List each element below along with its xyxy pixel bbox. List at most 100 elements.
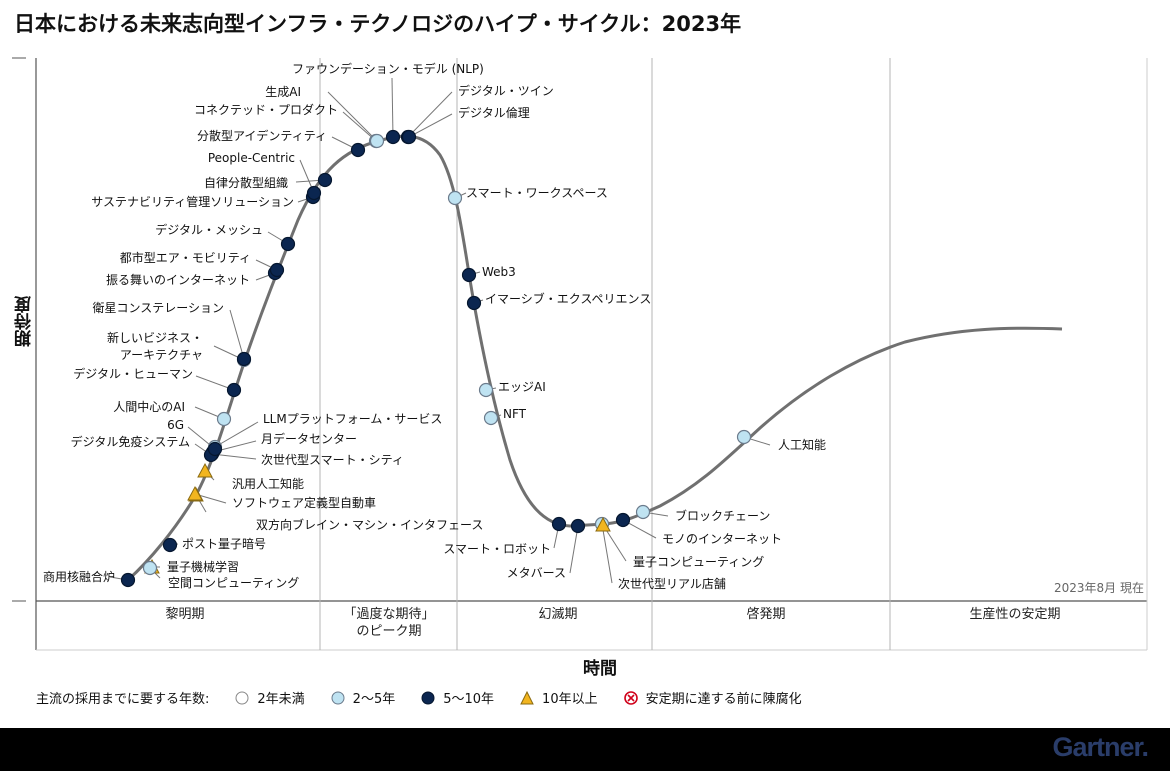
tech-32-circle-marker[interactable]: [483, 410, 499, 426]
tech-0-label: 商用核融合炉: [43, 569, 115, 584]
phase-trough: 幻滅期: [538, 607, 578, 622]
tech-37-label: モノのインターネット: [662, 532, 782, 546]
tech-12-label: 人間中心のAI: [113, 399, 185, 414]
tech-16-label: 振る舞いのインターネット: [106, 273, 250, 287]
y-axis-label: 期待度: [15, 296, 35, 347]
tech-34-label: メタバース: [507, 566, 566, 580]
tech-25-circle-marker[interactable]: [385, 129, 401, 145]
tech-38-label: ブロックチェーン: [675, 508, 770, 523]
tech-13-circle-marker[interactable]: [226, 382, 242, 398]
tech-17-circle-marker[interactable]: [269, 262, 285, 278]
tech-18-circle-marker[interactable]: [280, 236, 296, 252]
tech-22-label: 分散型アイデンティティ: [197, 128, 327, 143]
tech-3-circle-marker[interactable]: [162, 537, 178, 553]
tech-22-circle-marker[interactable]: [350, 142, 366, 158]
tech-5-label: ソフトウェア定義型自動車: [232, 495, 376, 510]
technology-markers: [120, 129, 752, 588]
tech-15-label: 衛星コンステレーション: [92, 301, 224, 315]
legend-label: 2年未満: [257, 692, 305, 707]
tech-28-label: スマート・ワークスペース: [466, 186, 608, 200]
tech-12-circle-marker[interactable]: [216, 411, 232, 427]
legend-label: 安定期に達する前に陳腐化: [645, 692, 802, 707]
x-axis-label: 時間: [583, 659, 617, 679]
tech-21-label: People-Centric: [208, 151, 295, 165]
tech-36-label: 量子コンピューティング: [633, 555, 764, 569]
tech-18-label: デジタル・メッシュ: [155, 222, 263, 237]
tech-15-circle-marker[interactable]: [236, 351, 252, 367]
tech-28-circle-marker[interactable]: [447, 190, 463, 206]
legend-title: 主流の採用までに要する年数:: [36, 692, 210, 707]
tech-27-circle-marker[interactable]: [401, 129, 417, 145]
phase-innovation-trigger: 黎明期: [165, 607, 205, 622]
legend: 主流の採用までに要する年数: 2年未満 2〜5年 5〜10年 10年以上 安定期…: [36, 688, 802, 707]
leader-line: [408, 113, 453, 138]
red-x-circle-icon: [623, 690, 638, 705]
leader-line: [601, 523, 613, 584]
tech-10-label: デジタル免疫システム: [71, 434, 190, 449]
phase-slope: 啓発期: [746, 607, 786, 622]
tech-5-triangle-marker[interactable]: [187, 485, 203, 501]
tech-30-label: イマーシブ・エクスペリエンス: [485, 291, 651, 306]
tech-9-label: LLMプラットフォーム・サービス: [263, 412, 442, 426]
legend-item-gt10: 10年以上: [520, 688, 598, 707]
leader-lines: [109, 77, 771, 584]
as-of-date: 2023年8月 現在: [1054, 581, 1144, 595]
tech-23-label: コネクテッド・プロダクト: [194, 102, 338, 117]
tech-26-label: デジタル・ツイン: [458, 83, 554, 98]
phase-plateau: 生産性の安定期: [969, 607, 1061, 622]
tech-21-circle-marker[interactable]: [306, 185, 322, 201]
legend-label: 2〜5年: [352, 692, 396, 707]
tech-29-label: Web3: [482, 265, 516, 279]
chart-frame: [12, 57, 1148, 651]
tech-37-circle-marker[interactable]: [615, 512, 631, 528]
tech-17-label: 都市型エア・モビリティ: [120, 250, 251, 265]
tech-6-triangle-marker[interactable]: [197, 462, 213, 478]
tech-25-label: ファウンデーション・モデル (NLP): [292, 61, 484, 76]
tech-39-label: 人工知能: [778, 438, 826, 452]
tech-3-label: ポスト量子暗号: [182, 536, 266, 551]
tech-33-label: スマート・ロボット: [443, 542, 551, 556]
tech-33-circle-marker[interactable]: [551, 516, 567, 532]
tech-27-label: デジタル倫理: [458, 105, 530, 120]
tech-31-label: エッジAI: [498, 380, 546, 394]
tech-38-circle-marker[interactable]: [635, 504, 651, 520]
tech-29-circle-marker[interactable]: [461, 267, 477, 283]
yellow-triangle-icon: [520, 690, 534, 704]
tech-8-label: 月データセンター: [261, 431, 357, 446]
gartner-logo: Gartner.: [1052, 732, 1149, 762]
tech-11-circle-marker[interactable]: [207, 441, 223, 457]
light-blue-circle-icon: [331, 691, 345, 704]
tech-6-label: 汎用人工知能: [232, 477, 304, 491]
tech-1-label: 量子機械学習: [167, 559, 239, 574]
tech-24-label: 生成AI: [265, 85, 301, 99]
tech-2-circle-marker[interactable]: [142, 560, 158, 576]
legend-item-obsolete: 安定期に達する前に陳腐化: [623, 688, 802, 707]
tech-36-triangle-marker[interactable]: [595, 516, 611, 532]
leader-line: [391, 77, 394, 138]
tech-7-label: 次世代型スマート・シティ: [261, 453, 404, 467]
tech-39-circle-marker[interactable]: [736, 429, 752, 445]
tech-14-label: 新しいビジネス・アーキテクチャ: [107, 330, 203, 362]
leader-line: [214, 421, 259, 448]
tech-34-circle-marker[interactable]: [570, 518, 586, 534]
legend-item-2to5: 2〜5年: [331, 688, 396, 707]
tech-30-circle-marker[interactable]: [466, 295, 482, 311]
tech-31-circle-marker[interactable]: [478, 382, 494, 398]
legend-item-lt2: 2年未満: [235, 688, 305, 707]
tech-13-label: デジタル・ヒューマン: [73, 366, 193, 381]
tech-4-label: 双方向ブレイン・マシン・インタフェース: [256, 517, 483, 532]
dark-blue-circle-icon: [421, 691, 435, 704]
legend-label: 5〜10年: [443, 692, 495, 707]
phase-peak: 「過度な期待」 のピーク期: [343, 607, 435, 639]
tech-32-label: NFT: [503, 407, 527, 421]
tech-24-circle-marker[interactable]: [369, 133, 385, 149]
tech-20-circle-marker[interactable]: [317, 172, 333, 188]
tech-11-label: 6G: [167, 418, 184, 432]
footer-bar: Gartner.: [0, 728, 1170, 771]
tech-19-label: サステナビリティ管理ソリューション: [91, 194, 294, 209]
legend-item-5to10: 5〜10年: [421, 688, 494, 707]
tech-0-circle-marker[interactable]: [120, 572, 136, 588]
tech-20-label: 自律分散型組織: [204, 175, 288, 190]
